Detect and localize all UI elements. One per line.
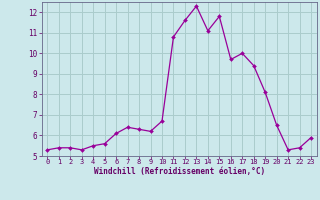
X-axis label: Windchill (Refroidissement éolien,°C): Windchill (Refroidissement éolien,°C) bbox=[94, 167, 265, 176]
